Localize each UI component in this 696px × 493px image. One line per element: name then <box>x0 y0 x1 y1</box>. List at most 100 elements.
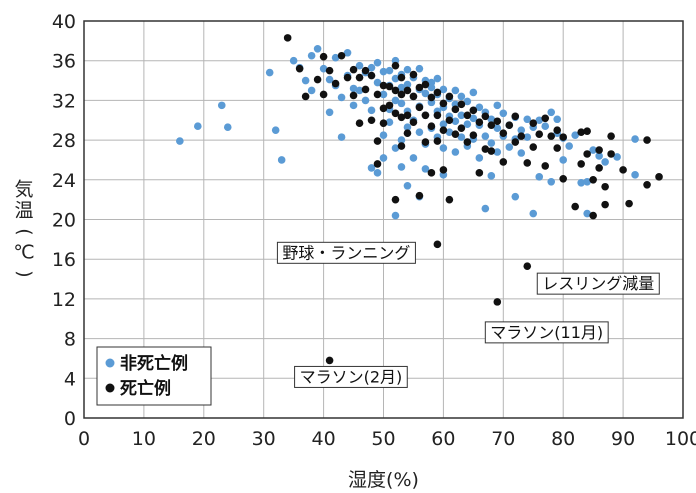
data-point-non-fatal <box>367 106 376 115</box>
data-point-non-fatal <box>391 96 400 105</box>
data-point-fatal <box>349 91 358 100</box>
data-point-fatal <box>283 34 292 42</box>
data-point-non-fatal <box>487 139 496 147</box>
data-point-fatal <box>619 166 627 174</box>
data-point-non-fatal <box>439 144 448 152</box>
data-point-fatal <box>487 121 496 130</box>
data-point-fatal <box>595 164 603 172</box>
data-point-non-fatal <box>176 137 184 145</box>
y-tick-label: 20 <box>52 210 76 232</box>
data-point-fatal <box>391 61 400 70</box>
annotation-label: マラソン(11月) <box>490 323 603 342</box>
data-point-non-fatal <box>349 84 358 93</box>
data-point-fatal <box>655 173 663 181</box>
data-point-fatal <box>583 150 591 158</box>
y-tick-label: 16 <box>52 249 76 271</box>
data-point-fatal <box>451 130 460 138</box>
data-point-non-fatal <box>547 177 556 186</box>
data-point-non-fatal <box>505 143 514 151</box>
data-point-non-fatal <box>289 56 298 65</box>
data-point-fatal <box>433 240 442 249</box>
data-point-fatal <box>367 116 376 125</box>
y-tick-label: 36 <box>52 51 76 73</box>
data-point-fatal <box>337 51 346 60</box>
y-tick-label: 40 <box>52 11 76 33</box>
data-point-non-fatal <box>457 111 466 120</box>
data-point-fatal <box>529 119 538 128</box>
data-point-non-fatal <box>355 61 364 70</box>
data-point-non-fatal <box>463 120 472 129</box>
data-point-non-fatal <box>445 128 454 136</box>
data-point-non-fatal <box>553 115 562 124</box>
data-point-fatal <box>439 126 448 134</box>
data-point-non-fatal <box>301 76 310 85</box>
data-point-fatal <box>325 356 334 365</box>
data-point-non-fatal <box>194 122 202 131</box>
annotation: レスリング減量 <box>536 272 660 295</box>
data-point-fatal <box>505 121 514 130</box>
data-point-fatal <box>469 131 478 139</box>
data-point-non-fatal <box>511 192 520 201</box>
data-point-fatal <box>301 92 310 101</box>
data-point-fatal <box>439 99 448 108</box>
data-point-fatal <box>397 90 406 99</box>
data-point-non-fatal <box>499 109 508 118</box>
x-tick-label: 90 <box>611 428 635 450</box>
y-axis-title-group: 気温 (℃) <box>13 179 35 278</box>
data-point-non-fatal <box>373 58 382 67</box>
data-point-fatal <box>589 211 597 220</box>
legend-label-fatal: 死亡例 <box>120 378 171 399</box>
data-point-non-fatal <box>613 153 621 161</box>
data-point-non-fatal <box>487 172 496 180</box>
data-point-non-fatal <box>277 156 286 164</box>
data-point-non-fatal <box>385 66 394 75</box>
data-point-fatal <box>343 73 352 82</box>
data-point-fatal <box>397 113 406 122</box>
data-point-fatal <box>391 109 400 118</box>
data-point-fatal <box>331 79 340 88</box>
annotation-box <box>276 241 416 264</box>
data-point-non-fatal <box>451 86 460 95</box>
data-point-fatal <box>463 138 472 146</box>
data-point-fatal <box>373 90 382 99</box>
data-point-non-fatal <box>385 118 394 127</box>
data-point-fatal <box>601 182 609 191</box>
x-tick-label: 40 <box>312 428 336 450</box>
data-point-non-fatal <box>331 53 340 62</box>
data-point-non-fatal <box>325 108 334 117</box>
y-axis-title-char: 温 <box>14 200 33 222</box>
data-point-non-fatal <box>421 89 430 98</box>
data-point-non-fatal <box>307 51 316 60</box>
annotation-box <box>484 321 609 344</box>
data-point-non-fatal <box>463 97 472 106</box>
data-point-non-fatal <box>589 146 597 154</box>
data-point-fatal <box>493 117 502 126</box>
data-point-fatal <box>325 66 334 75</box>
data-point-non-fatal <box>439 85 448 94</box>
data-point-non-fatal <box>403 80 412 89</box>
data-point-fatal <box>403 129 412 137</box>
data-point-non-fatal <box>397 163 406 171</box>
data-point-fatal <box>415 191 424 200</box>
data-point-non-fatal <box>529 209 538 218</box>
data-point-fatal <box>373 160 382 168</box>
data-point-fatal <box>481 112 490 121</box>
data-point-fatal <box>607 150 615 158</box>
annotation: マラソン(2月) <box>294 365 408 388</box>
y-axis-title-char: ( <box>14 228 36 235</box>
data-point-fatal <box>373 137 382 145</box>
data-point-fatal <box>421 111 430 120</box>
data-point-fatal <box>439 166 448 174</box>
data-point-fatal <box>541 162 550 170</box>
data-point-fatal <box>433 111 442 120</box>
x-tick-label: 100 <box>665 428 696 450</box>
data-point-non-fatal <box>451 148 460 156</box>
data-point-non-fatal <box>271 126 280 134</box>
data-point-fatal <box>415 103 424 112</box>
data-point-fatal <box>469 106 478 115</box>
data-point-non-fatal <box>427 78 436 87</box>
data-point-non-fatal <box>523 115 532 124</box>
x-axis-title: 湿度(%) <box>348 469 419 491</box>
